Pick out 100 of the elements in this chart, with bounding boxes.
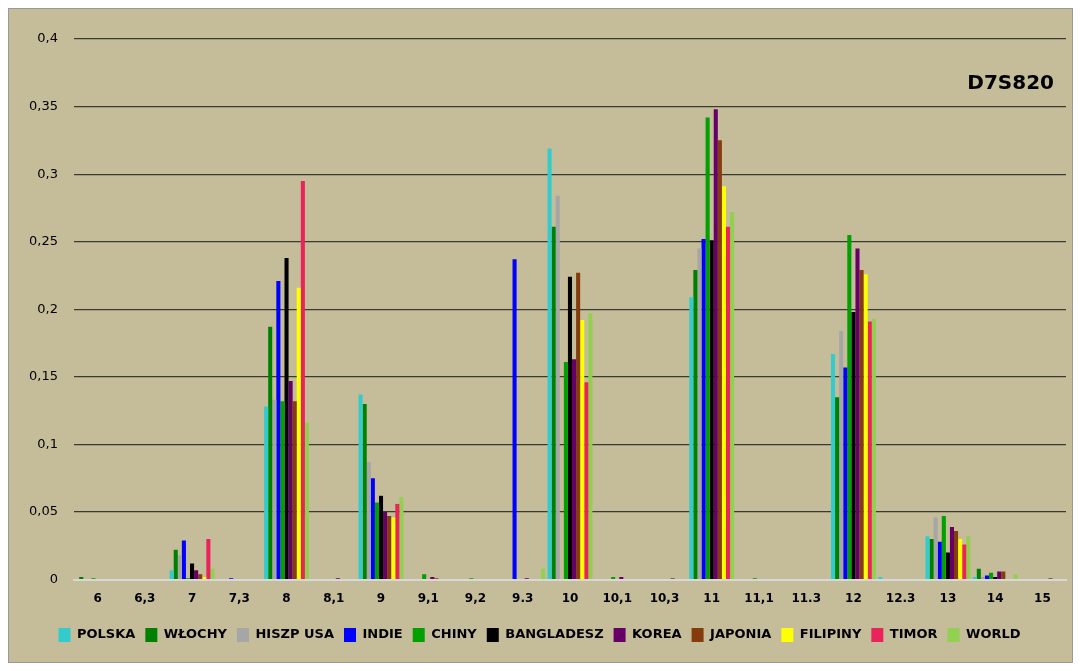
y-tick-label: 0,4: [37, 30, 58, 46]
bar: [721, 186, 726, 579]
bar: [705, 117, 710, 579]
legend-label: TIMOR: [889, 626, 938, 642]
legend-label: FILIPINY: [799, 626, 862, 642]
y-tick-label: 0,05: [28, 503, 58, 519]
bar: [851, 312, 856, 579]
bar: [976, 568, 981, 579]
legend-label: WORLD: [966, 626, 1021, 642]
bar: [701, 239, 706, 579]
bar: [839, 330, 844, 579]
x-tick-label: 10,3: [649, 590, 680, 605]
bar: [399, 497, 404, 579]
bar: [989, 572, 994, 579]
x-tick-label: 7,3: [228, 590, 250, 605]
x-tick-label: 13: [939, 590, 957, 605]
legend-label: POLSKA: [76, 626, 136, 642]
bar: [288, 380, 293, 579]
x-tick-label: 9.3: [512, 590, 534, 605]
bar: [958, 539, 963, 579]
bar: [697, 248, 702, 579]
x-tick-label: 15: [1034, 590, 1051, 605]
bar: [541, 568, 546, 579]
x-tick-label: 9,1: [417, 590, 439, 605]
x-tick-label: 11: [703, 590, 721, 605]
bar: [366, 462, 371, 579]
legend-label: CHINY: [431, 626, 478, 642]
bar: [206, 539, 211, 579]
x-tick-label: 8: [282, 590, 291, 605]
bar: [1001, 571, 1006, 579]
bar: [395, 503, 400, 579]
legend-label: JAPONIA: [709, 626, 772, 642]
bar: [272, 399, 277, 579]
bar: [358, 394, 363, 579]
bar: [177, 555, 182, 579]
x-tick-label: 11.3: [791, 590, 821, 605]
bar: [567, 276, 573, 579]
legend-label: HISZP USA: [255, 626, 334, 642]
legend-label: KOREA: [632, 626, 682, 642]
bar: [383, 512, 388, 579]
x-tick-label: 12: [845, 590, 862, 605]
bar: [941, 516, 946, 579]
x-tick-label: 7: [187, 590, 197, 605]
x-tick-label: 9: [376, 590, 386, 605]
bar: [835, 397, 840, 579]
bar: [867, 321, 872, 579]
x-tick-label: 14: [986, 590, 1004, 605]
bar: [173, 549, 178, 579]
bar: [843, 367, 848, 579]
bar: [198, 574, 203, 579]
bar: [296, 287, 301, 579]
bar: [730, 211, 735, 579]
bar: [966, 536, 971, 579]
bar: [929, 539, 934, 579]
bar: [391, 517, 396, 579]
bar: [925, 536, 930, 579]
bar: [689, 297, 694, 579]
bar: [512, 259, 517, 579]
bar: [580, 320, 585, 579]
bar: [709, 240, 714, 579]
text: D7S820: [967, 70, 1054, 95]
bar: [997, 571, 1002, 579]
bar: [693, 270, 698, 579]
bar: [280, 401, 285, 579]
bar: [830, 353, 836, 579]
y-tick-label: 0,35: [28, 97, 58, 113]
bar: [863, 274, 868, 579]
bar: [1013, 574, 1018, 579]
bar: [962, 544, 967, 579]
bar: [563, 362, 568, 579]
bar: [572, 359, 577, 579]
legend-label: INDIE: [362, 626, 403, 642]
x-tick-label: 10,1: [602, 590, 633, 605]
bar: [387, 516, 392, 579]
x-tick-label: 6,3: [134, 590, 156, 605]
bar: [576, 272, 581, 579]
bar: [264, 406, 269, 579]
bar: [362, 403, 367, 579]
y-tick-label: 0,25: [28, 233, 58, 249]
legend-label: BANGLADESZ: [505, 626, 604, 642]
x-tick-label: 12.3: [885, 590, 916, 605]
bar: [547, 148, 552, 579]
x-tick-label: 11,1: [744, 590, 774, 605]
bar: [210, 568, 215, 579]
bar: [954, 530, 959, 579]
bar: [304, 422, 309, 579]
bar: [292, 401, 297, 579]
bar: [181, 540, 186, 579]
bar: [713, 109, 718, 579]
bar: [584, 382, 589, 579]
bar: [933, 517, 938, 579]
x-tick-label: 8,1: [323, 590, 345, 605]
y-tick-label: 0,1: [37, 435, 58, 451]
bar: [871, 318, 876, 579]
bar: [422, 574, 427, 579]
bar: [300, 180, 305, 579]
y-tick-label: 0,3: [37, 165, 58, 181]
bar: [374, 502, 379, 579]
bar: [190, 563, 195, 579]
bar: [847, 234, 852, 579]
